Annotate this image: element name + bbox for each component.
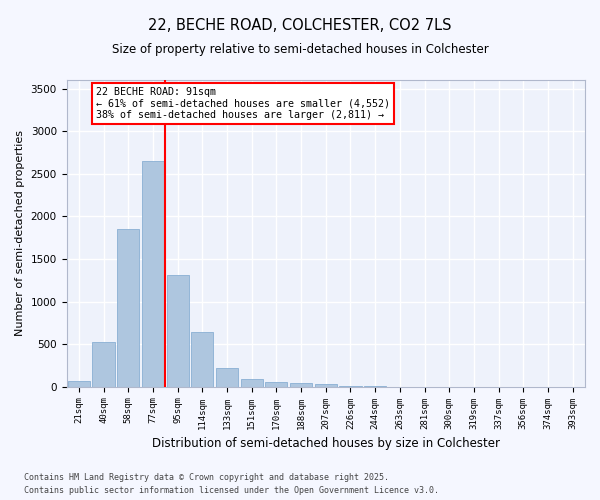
Bar [265, 382, 287, 386]
Bar [142, 161, 164, 386]
Bar [241, 379, 263, 386]
X-axis label: Distribution of semi-detached houses by size in Colchester: Distribution of semi-detached houses by … [152, 437, 500, 450]
Bar [314, 384, 337, 386]
Bar [68, 380, 90, 386]
Bar [92, 342, 115, 386]
Text: Contains HM Land Registry data © Crown copyright and database right 2025.: Contains HM Land Registry data © Crown c… [24, 474, 389, 482]
Bar [117, 229, 139, 386]
Bar [191, 332, 214, 386]
Text: 22 BECHE ROAD: 91sqm
← 61% of semi-detached houses are smaller (4,552)
38% of se: 22 BECHE ROAD: 91sqm ← 61% of semi-detac… [96, 87, 390, 120]
Bar [167, 275, 189, 386]
Text: Contains public sector information licensed under the Open Government Licence v3: Contains public sector information licen… [24, 486, 439, 495]
Text: Size of property relative to semi-detached houses in Colchester: Size of property relative to semi-detach… [112, 42, 488, 56]
Bar [216, 368, 238, 386]
Text: 22, BECHE ROAD, COLCHESTER, CO2 7LS: 22, BECHE ROAD, COLCHESTER, CO2 7LS [148, 18, 452, 32]
Bar [290, 384, 312, 386]
Y-axis label: Number of semi-detached properties: Number of semi-detached properties [15, 130, 25, 336]
